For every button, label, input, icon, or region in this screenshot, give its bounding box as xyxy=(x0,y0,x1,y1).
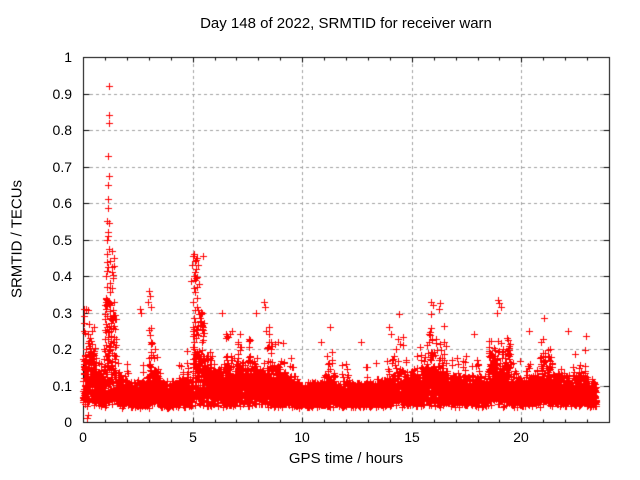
x-axis-label: GPS time / hours xyxy=(288,450,404,467)
y-tick-label: 0 xyxy=(64,414,72,430)
y-tick-label: 0.4 xyxy=(52,268,72,284)
x-tick-label: 15 xyxy=(404,429,420,445)
y-tick-label: 1 xyxy=(64,49,72,65)
y-tick-label: 0.9 xyxy=(52,86,72,102)
x-tick-label: 20 xyxy=(513,429,529,445)
x-tick-label: 10 xyxy=(294,429,310,445)
y-tick-label: 0.5 xyxy=(52,232,72,248)
y-tick-label: 0.2 xyxy=(52,341,72,357)
y-tick-label: 0.7 xyxy=(52,159,72,175)
y-tick-label: 0.1 xyxy=(52,378,72,394)
y-tick-label: 0.3 xyxy=(52,305,72,321)
x-tick-label: 0 xyxy=(79,429,87,445)
y-tick-label: 0.8 xyxy=(52,122,72,138)
x-tick-label: 5 xyxy=(189,429,197,445)
chart-title: Day 148 of 2022, SRMTID for receiver war… xyxy=(200,15,492,32)
y-tick-label: 0.6 xyxy=(52,195,72,211)
